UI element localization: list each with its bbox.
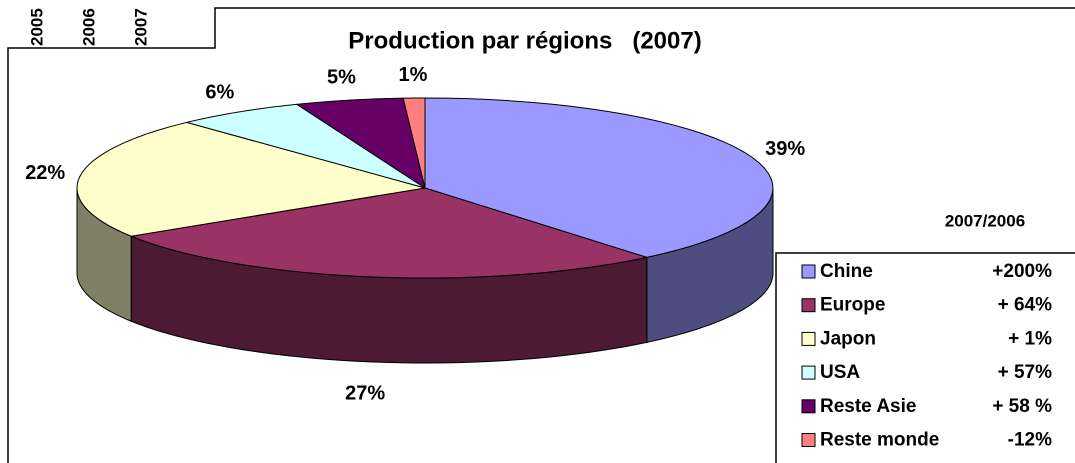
legend-label: Europe [820,295,885,316]
data-label: 5% [327,66,356,88]
legend-label: Reste monde [820,430,939,451]
legend-change: +200% [992,261,1052,282]
legend-label: Reste Asie [820,396,916,417]
slice [186,103,426,189]
cropped-label: 2006 [79,8,98,46]
legend-change: + 64% [998,295,1053,316]
legend-label: USA [820,362,860,383]
data-label: 27% [345,382,385,404]
legend-change: + 58 % [992,396,1052,417]
legend-label: Japon [820,328,876,349]
cropped-label: 2005 [27,8,46,46]
slice [129,187,647,279]
data-label: 39% [765,138,805,160]
legend-header: 2007/2006 [945,211,1025,230]
chart-border [7,7,1075,463]
data-label: 6% [205,81,234,103]
legend-label: Chine [820,261,873,282]
slice [295,97,426,190]
legend-swatch [801,399,816,414]
data-label: 1% [399,64,428,86]
legend-change: + 1% [1008,328,1052,349]
legend-swatch [801,331,816,346]
legend-swatch [801,298,816,313]
slice [76,121,426,237]
legend-swatch [801,365,816,380]
legend-swatch [801,433,816,447]
slice [424,97,774,258]
slice [402,97,426,189]
legend-change: -12% [1008,430,1052,451]
legend-change: + 57% [998,362,1053,383]
legend-box [775,252,1075,463]
chart-title: Production par régions (2007) [348,27,701,54]
data-label: 22% [25,162,65,184]
legend-swatch [801,264,816,279]
cropped-label: 2007 [131,8,150,46]
